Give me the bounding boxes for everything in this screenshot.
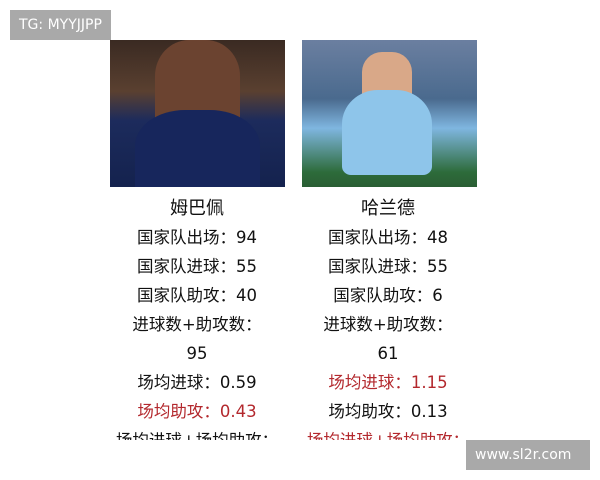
- stat-row: 国家队出场：94: [137, 228, 257, 247]
- stat-row: 场均助攻：0.13: [328, 402, 448, 421]
- player-name: 哈兰德: [361, 198, 415, 219]
- stat-row: 国家队出场：48: [328, 228, 448, 247]
- watermark-bottom-right: www.sl2r.com: [466, 440, 590, 470]
- stat-row: 国家队进球：55: [328, 257, 448, 276]
- stat-row: 场均进球：0.59: [137, 373, 257, 392]
- stat-row: 场均助攻：0.43: [137, 402, 257, 421]
- player-stats-right: 哈兰德国家队出场：48 国家队进球：55 国家队助攻：6 进球数+助攻数： 61 场均进球…: [288, 194, 488, 440]
- watermark-top-left: TG: MYYJJPP: [10, 10, 111, 40]
- stat-row: 国家队助攻：40: [137, 286, 257, 305]
- player-stats-left: 姆巴佩国家队出场：94 国家队进球：55 国家队助攻：40 进球数+助攻数： 95 场均进…: [97, 194, 297, 440]
- stat-row: 场均进球+场均助攻：: [288, 426, 488, 440]
- player-photo-haaland: [302, 40, 477, 187]
- player-photo-mbappe: [110, 40, 285, 187]
- stat-row: 进球数+助攻数：: [132, 315, 262, 334]
- player-name: 姆巴佩: [170, 198, 224, 219]
- stat-row: 场均进球：1.15: [328, 373, 448, 392]
- stat-row: 国家队进球：55: [137, 257, 257, 276]
- stat-row: 场均进球+场均助攻：: [97, 426, 297, 440]
- stat-row: 进球数+助攻数：: [323, 315, 453, 334]
- stat-row: 95: [186, 344, 208, 363]
- stat-row: 国家队助攻：6: [333, 286, 443, 305]
- stat-row: 61: [377, 344, 399, 363]
